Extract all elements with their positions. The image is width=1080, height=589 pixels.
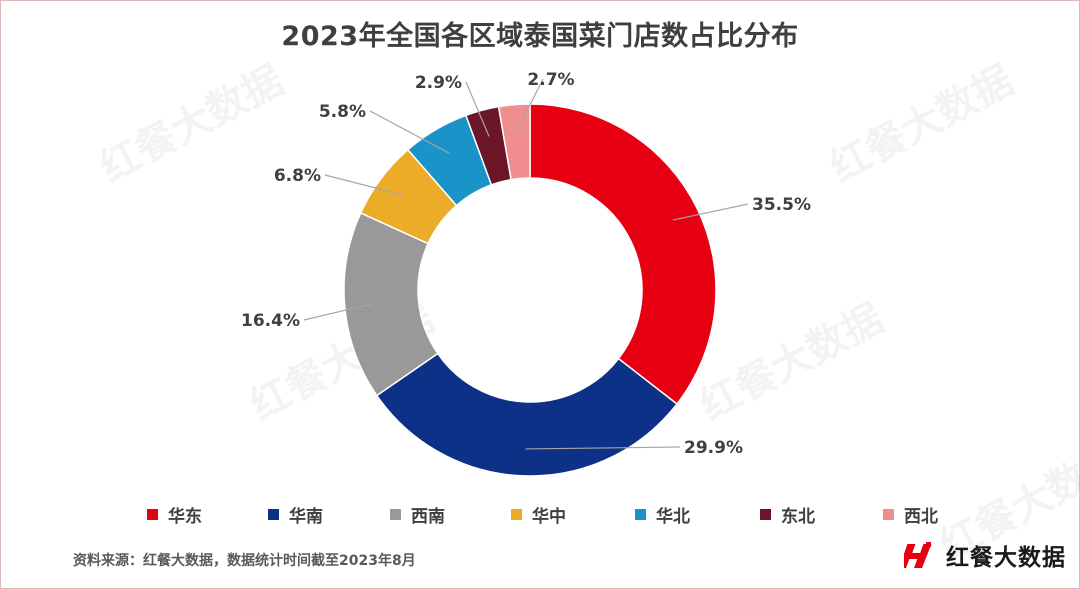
legend-swatch: [268, 509, 279, 520]
leader-line-西北: [515, 78, 544, 132]
data-label-西南: 16.4%: [241, 311, 300, 331]
legend-label: 西南: [411, 507, 445, 527]
legend-item-华中: 华中: [511, 502, 566, 527]
legend-label: 华东: [168, 507, 202, 527]
data-label-西北: 2.7%: [527, 70, 574, 90]
brand-logo: 红餐大数据: [904, 538, 1066, 572]
data-label-华北: 5.8%: [319, 102, 366, 122]
slice-华南: [375, 352, 679, 477]
data-label-华东: 35.5%: [752, 195, 811, 215]
legend-swatch: [147, 509, 158, 520]
legend-label: 华南: [289, 507, 323, 527]
data-label-东北: 2.9%: [415, 73, 462, 93]
brand-name: 红餐大数据: [946, 545, 1066, 571]
leader-line-华北: [369, 110, 450, 154]
legend-label: 东北: [781, 507, 815, 527]
leader-line-华南: [525, 446, 681, 450]
legend-swatch: [390, 509, 401, 520]
leader-line-华东: [672, 203, 749, 221]
legend-item-西南: 西南: [390, 502, 445, 527]
legend: 华东 华南 西南 华中 华北 东北 西北: [0, 502, 1080, 530]
legend-swatch: [511, 509, 522, 520]
legend-item-东北: 东北: [760, 502, 815, 527]
chart-title: 2023年全国各区域泰国菜门店数占比分布: [281, 21, 799, 52]
legend-swatch: [883, 509, 894, 520]
slice-华东: [529, 103, 717, 406]
legend-label: 华北: [656, 507, 690, 527]
legend-swatch: [635, 509, 646, 520]
legend-item-华东: 华东: [147, 502, 202, 527]
leader-line-西南: [303, 303, 372, 321]
leader-line-东北: [465, 81, 490, 137]
legend-item-西北: 西北: [883, 502, 938, 527]
legend-swatch: [760, 509, 771, 520]
data-label-华中: 6.8%: [274, 166, 321, 186]
leader-line-华中: [324, 174, 403, 196]
legend-label: 华中: [532, 507, 566, 527]
legend-item-华南: 华南: [268, 502, 323, 527]
data-label-华南: 29.9%: [684, 438, 743, 458]
legend-label: 西北: [904, 507, 938, 527]
source-note: 资料来源：红餐大数据，数据统计时间截至2023年8月: [73, 553, 416, 569]
brand-mark-icon: [904, 542, 932, 568]
legend-item-华北: 华北: [635, 502, 690, 527]
slice-西北: [497, 103, 531, 181]
